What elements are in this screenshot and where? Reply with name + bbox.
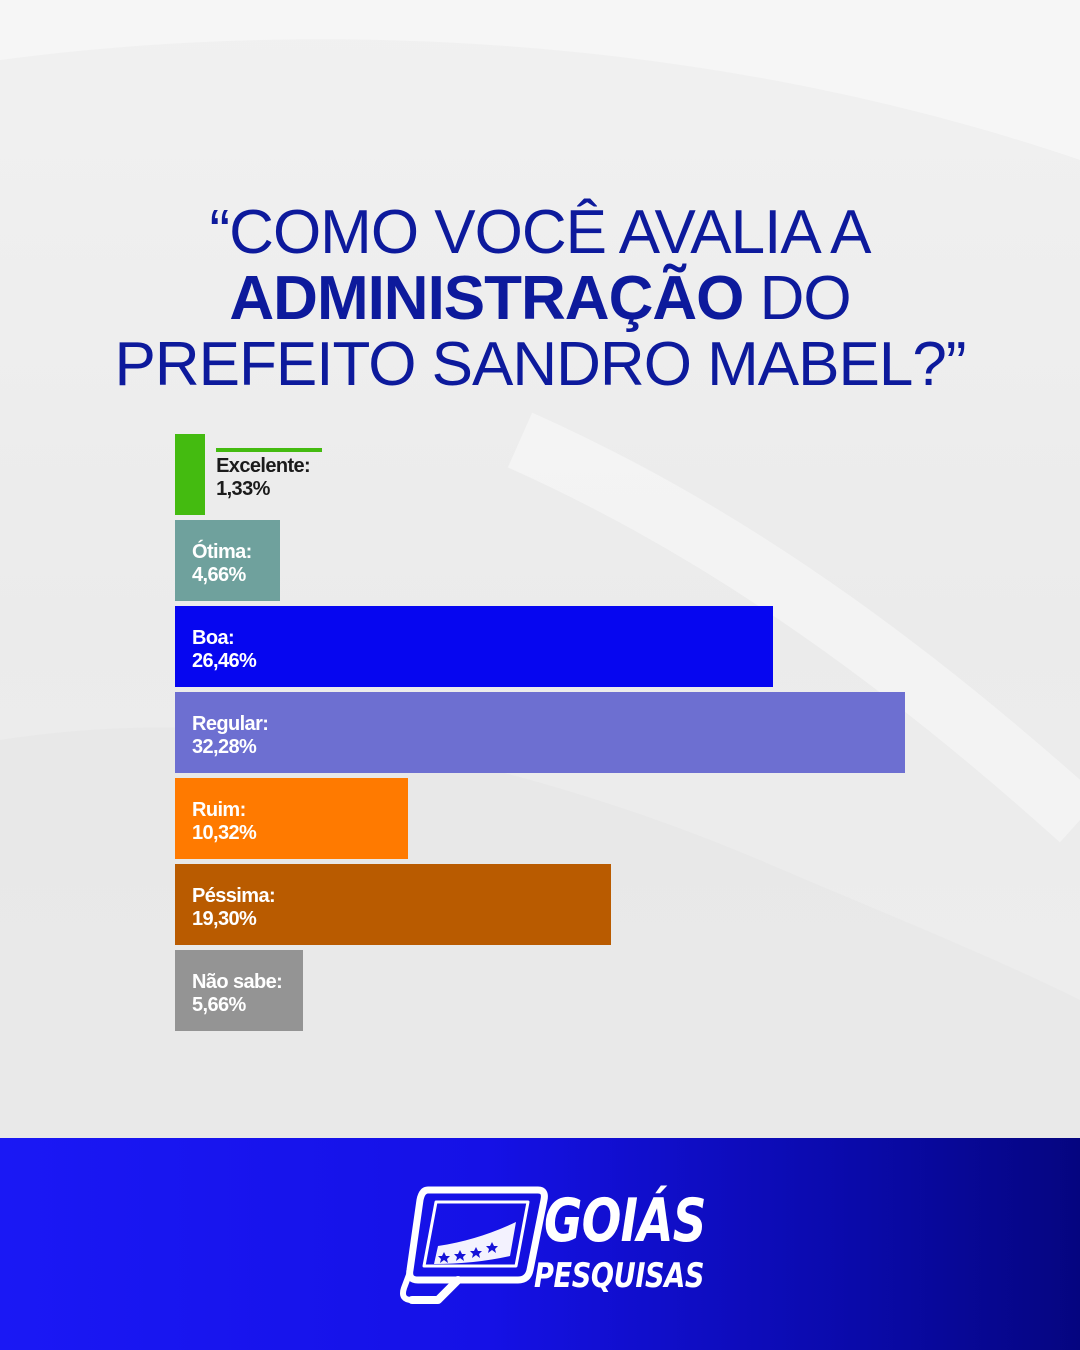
bar-value-ruim: 10,32% <box>192 822 257 844</box>
bar-label-boa: Boa: 26,46% <box>192 627 257 673</box>
bar-label-regular: Regular: 32,28% <box>192 713 269 759</box>
bar-pessima <box>175 864 612 945</box>
bar-boa <box>175 606 774 687</box>
title-line-3: PREFEITO SANDRO MABEL?” <box>114 330 967 399</box>
footer-banner: GOIÁS PESQUISAS <box>0 1138 1080 1350</box>
bar-otima <box>175 520 281 601</box>
bar-value-boa: 26,46% <box>192 650 257 672</box>
bar-value-otima: 4,66% <box>192 564 246 586</box>
bar-label-otima: Ótima: 4,66% <box>192 541 252 587</box>
bar-value-nao-sabe: 5,66% <box>192 994 246 1016</box>
bar-value-pessima: 19,30% <box>192 908 257 930</box>
title-line-2: ADMINISTRAÇÃO DO <box>0 266 1080 332</box>
brand-name-line-2: PESQUISAS <box>534 1256 705 1296</box>
magnifier-q-icon <box>400 1186 548 1304</box>
page-title: “COMO VOCÊ AVALIA A ADMINISTRAÇÃO DO PRE… <box>0 200 1080 398</box>
brand-logo: GOIÁS PESQUISAS <box>398 1182 706 1308</box>
bar-ruim <box>175 778 409 859</box>
bar-nao-sabe <box>175 950 303 1031</box>
title-line-1: “COMO VOCÊ AVALIA A <box>209 198 872 267</box>
bar-value-regular: 32,28% <box>192 736 257 758</box>
bar-category-pessima: Péssima: <box>192 885 276 907</box>
bar-value-excelente: 1,33% <box>216 478 270 500</box>
title-emphasis: ADMINISTRAÇÃO <box>229 264 744 333</box>
bar-excelente <box>175 434 206 515</box>
bar-label-ruim: Ruim: 10,32% <box>192 799 257 845</box>
bar-category-regular: Regular: <box>192 713 269 735</box>
bar-chart: Excelente: 1,33% Ótima: 4,66% Boa: 26,46% Regu… <box>175 434 905 1031</box>
bar-category-nao-sabe: Não sabe: <box>192 971 283 993</box>
bar-label-excelente: Excelente: 1,33% <box>216 455 311 501</box>
bar-accent-line-excelente <box>216 448 323 452</box>
bar-category-excelente: Excelente: <box>216 455 311 477</box>
bar-category-boa: Boa: <box>192 627 235 649</box>
bar-category-ruim: Ruim: <box>192 799 246 821</box>
brand-name-line-1: GOIÁS <box>544 1186 706 1256</box>
bar-label-nao-sabe: Não sabe: 5,66% <box>192 971 283 1017</box>
bar-category-otima: Ótima: <box>192 541 252 563</box>
bar-label-pessima: Péssima: 19,30% <box>192 885 276 931</box>
title-line-2-rest: DO <box>743 264 852 333</box>
bar-regular <box>175 692 905 773</box>
